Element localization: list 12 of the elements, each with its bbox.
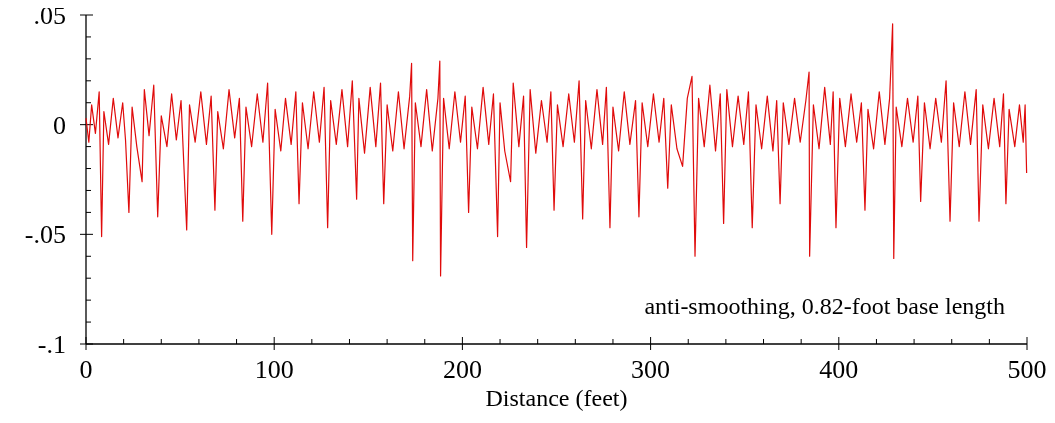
y-tick-label: 0	[53, 110, 66, 140]
y-tick-label: -.05	[24, 220, 66, 250]
x-tick-label: 100	[254, 355, 294, 384]
x-axis-title: Distance (feet)	[485, 385, 628, 411]
x-tick-label: 0	[79, 355, 93, 384]
x-tick-label: 300	[631, 355, 671, 384]
line-series	[85, 23, 1028, 277]
x-tick-label: 200	[442, 355, 482, 384]
x-tick-label: 500	[1007, 355, 1047, 384]
y-tick-label: -.1	[37, 330, 66, 360]
annotation: anti-smoothing, 0.82-foot base length	[644, 293, 1005, 319]
x-tick-label: 400	[819, 355, 859, 384]
